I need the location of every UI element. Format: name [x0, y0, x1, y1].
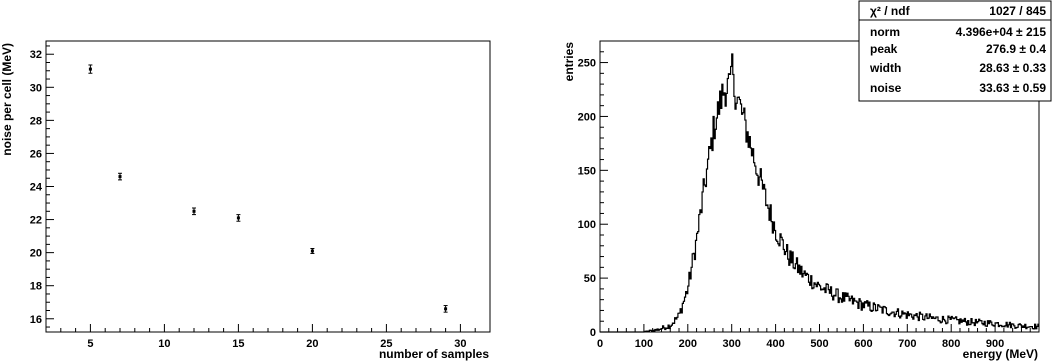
- left-axis-ticks: 5 10 15 20 25 30 16 18 20 22 24 26 28 30 32: [30, 45, 491, 350]
- data-point: [88, 64, 93, 74]
- stats-row-width-value: 28.63 ± 0.33: [979, 61, 1046, 75]
- right-y-tick-label: 0: [590, 327, 596, 339]
- left-y-tick-label: 32: [30, 49, 42, 61]
- right-x-tick-label: 700: [898, 338, 916, 350]
- right-y-tick-label: 100: [578, 219, 596, 231]
- left-x-tick-label: 10: [158, 338, 170, 350]
- left-y-tick-label: 20: [30, 248, 42, 260]
- left-data-points: [88, 64, 448, 313]
- data-point: [310, 248, 315, 254]
- stats-row-chi2-value: 1027 / 845: [989, 4, 1046, 18]
- point-marker: [192, 209, 196, 213]
- stats-row-noise-label: noise: [870, 81, 902, 95]
- right-x-tick-label: 800: [942, 338, 960, 350]
- right-y-tick-label: 50: [584, 273, 596, 285]
- stats-row-norm-label: norm: [870, 25, 900, 39]
- left-x-tick-label: 25: [380, 338, 392, 350]
- point-marker: [310, 249, 314, 253]
- data-point: [443, 305, 448, 313]
- left-x-axis-title: number of samples: [379, 347, 489, 361]
- data-point: [192, 207, 196, 216]
- stats-row-chi2-label: χ² / ndf: [870, 4, 911, 18]
- energy-histogram-chart: 0 100 200 300 400 500 600 700 800 900 0 50 100 150 200…: [562, 0, 1052, 361]
- left-y-tick-label: 24: [30, 182, 43, 194]
- point-marker: [236, 216, 240, 220]
- stats-row-noise-value: 33.63 ± 0.59: [979, 81, 1046, 95]
- left-x-tick-label: 30: [454, 338, 466, 350]
- left-y-tick-label: 28: [30, 115, 42, 127]
- left-y-axis-title: noise per cell (MeV): [0, 43, 14, 156]
- noise-vs-samples-chart: 5 10 15 20 25 30 16 18 20 22 24 26 28 30 32 number of …: [0, 40, 491, 361]
- right-x-tick-label: 100: [635, 338, 653, 350]
- stats-row-width-label: width: [869, 61, 901, 75]
- right-x-tick-label: 300: [723, 338, 741, 350]
- left-y-tick-label: 22: [30, 215, 42, 227]
- right-x-tick-label: 600: [854, 338, 872, 350]
- right-x-tick-label: 500: [810, 338, 828, 350]
- left-x-tick-label: 15: [232, 338, 244, 350]
- right-x-tick-label: 0: [597, 338, 603, 350]
- right-x-tick-label: 200: [679, 338, 697, 350]
- right-x-tick-label: 400: [766, 338, 784, 350]
- fit-stats-frame: [858, 0, 1052, 102]
- stats-row-peak-label: peak: [870, 42, 898, 56]
- data-point: [118, 172, 122, 181]
- data-point: [236, 214, 241, 222]
- point-marker: [444, 307, 448, 311]
- right-y-axis-title: entries: [562, 42, 576, 82]
- right-axis-ticks: 0 100 200 300 400 500 600 700 800 900 0 50 100 150 200…: [578, 40, 1040, 350]
- left-y-tick-label: 30: [30, 82, 42, 94]
- right-x-tick-label: 900: [986, 338, 1004, 350]
- left-plot-frame: [45, 40, 491, 333]
- energy-histogram-line: [600, 53, 1039, 333]
- left-x-tick-label: 20: [306, 338, 318, 350]
- left-y-tick-label: 16: [30, 314, 42, 326]
- stats-row-peak-value: 276.9 ± 0.4: [986, 42, 1046, 56]
- left-x-tick-label: 5: [87, 338, 93, 350]
- point-marker: [88, 67, 92, 71]
- point-marker: [118, 175, 122, 179]
- right-y-tick-label: 200: [578, 111, 596, 123]
- right-x-axis-title: energy (MeV): [963, 347, 1038, 361]
- right-y-tick-label: 250: [578, 58, 596, 70]
- fit-stats-box: χ² / ndf 1027 / 845 norm 4.396e+04 ± 215…: [858, 0, 1052, 102]
- left-y-tick-label: 18: [30, 281, 42, 293]
- stats-row-norm-value: 4.396e+04 ± 215: [956, 25, 1047, 39]
- right-y-tick-label: 150: [578, 165, 596, 177]
- left-y-tick-label: 26: [30, 148, 42, 160]
